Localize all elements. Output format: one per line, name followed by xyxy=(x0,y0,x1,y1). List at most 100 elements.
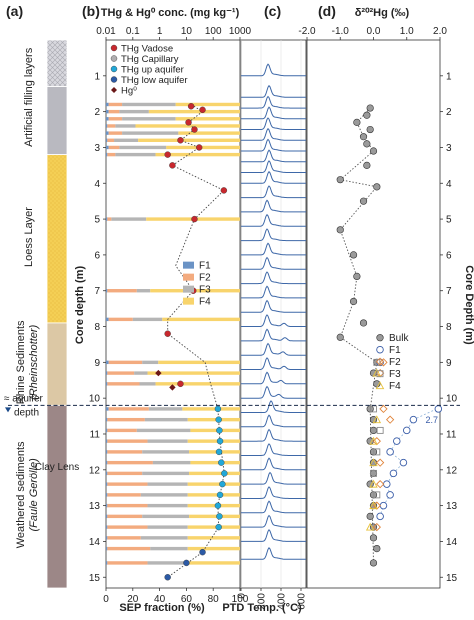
lithology-label-italic: (Faule Gerölle) xyxy=(28,458,40,532)
sep-bar-segment xyxy=(106,525,108,529)
iso-point xyxy=(386,491,394,499)
ptd-curve xyxy=(241,127,306,141)
iso-point xyxy=(353,118,361,126)
conc-point xyxy=(199,106,206,114)
depth-tick-label-right: 6 xyxy=(446,250,452,261)
sep-bar-segment xyxy=(106,536,108,540)
sep-bar-segment xyxy=(107,546,151,551)
sep-tick-label: 0 xyxy=(103,594,109,605)
iso-point xyxy=(359,319,368,327)
conc-point xyxy=(216,513,223,520)
lithology-column: Artificial filling layers Loess Layer Rhin… xyxy=(15,39,79,589)
sep-bar-segment xyxy=(106,482,108,486)
conc-point xyxy=(195,144,203,151)
sep-bar-segment xyxy=(162,317,240,322)
sep-tick-label: 60 xyxy=(181,594,193,605)
iso-point xyxy=(336,333,344,341)
iso-tick-label: 0.0 xyxy=(367,26,381,37)
sep-bar-segment xyxy=(190,428,240,433)
sep-legend-label: F1 xyxy=(199,261,211,272)
sep-bar-segment xyxy=(148,109,240,114)
conc-point xyxy=(183,559,190,567)
sep-tick-label: 40 xyxy=(154,594,166,605)
lithology-layer xyxy=(46,39,68,87)
ptd-tick-label: 0 xyxy=(237,593,248,599)
iso-legend-marker xyxy=(375,357,385,366)
depth-tick-label: 14 xyxy=(89,537,101,548)
conc-point xyxy=(218,459,225,466)
iso-legend-label: F4 xyxy=(389,381,401,392)
sep-bar-segment xyxy=(115,124,136,128)
iso-legend-marker xyxy=(376,345,384,354)
iso-point xyxy=(353,272,361,280)
depth-tick-label-right: 15 xyxy=(446,573,458,584)
iso-point xyxy=(349,251,358,259)
sep-bar-segment xyxy=(142,514,190,519)
sep-bar-segment xyxy=(182,407,240,411)
depth-tick-label-right: 14 xyxy=(446,537,458,548)
sep-bar-segment xyxy=(111,217,147,221)
depth-tick-label-right: 8 xyxy=(446,322,452,333)
ptd-curve xyxy=(241,95,306,109)
sep-legend-swatch xyxy=(183,285,194,293)
sep-bar-segment xyxy=(106,460,108,465)
panel-label-c: (c) xyxy=(264,3,281,19)
depth-tick-label: 15 xyxy=(89,573,101,584)
sep-bar-segment xyxy=(134,371,148,375)
lithology-layer xyxy=(46,322,68,406)
legend-label: THg Capillary xyxy=(121,54,179,65)
sep-bar-segment xyxy=(107,138,115,142)
ptd-curve xyxy=(241,443,306,456)
depth-tick-label-right: 10 xyxy=(446,394,458,405)
iso-point xyxy=(366,125,374,134)
depth-tick-label: 11 xyxy=(90,429,101,440)
sep-bar-segment xyxy=(147,439,188,443)
sep-bar-segment xyxy=(135,124,240,128)
iso-point xyxy=(369,426,378,435)
sep-tick-label: 20 xyxy=(127,594,139,605)
sep-bar-segment xyxy=(138,138,240,142)
iso-point xyxy=(389,469,398,478)
sep-bar-segment xyxy=(147,561,188,565)
sep-bar-segment xyxy=(107,460,153,465)
legend-label: THg low aquifer xyxy=(121,75,188,86)
legend-marker xyxy=(110,76,118,83)
sep-bar-segment xyxy=(147,525,188,529)
depth-tick-label-right: 7 xyxy=(446,286,452,297)
sep-bar-segment xyxy=(106,317,109,322)
iso-tick-label: -1.0 xyxy=(332,26,350,37)
ptd-tick-label: 400 xyxy=(277,593,288,610)
iso-point xyxy=(393,437,401,445)
ptd-curve xyxy=(241,185,306,199)
sep-bar-segment xyxy=(107,152,116,157)
ptd-curve xyxy=(241,63,306,77)
legend-marker xyxy=(110,44,118,52)
conc-point xyxy=(177,137,184,144)
sep-bar-segment xyxy=(106,546,108,551)
depth-tick-label: 3 xyxy=(94,143,100,154)
conc-point xyxy=(169,162,176,169)
iso-point xyxy=(372,415,382,424)
depth-tick-label: 5 xyxy=(94,215,100,226)
sep-legend-label: F4 xyxy=(199,297,211,308)
ptd-curve xyxy=(241,328,306,342)
sep-bar-segment xyxy=(142,450,190,454)
sep-bar-segment xyxy=(106,289,108,293)
conc-point xyxy=(164,151,171,158)
iso-axis-title: δ²⁰²Hg (‰) xyxy=(355,7,410,19)
sep-bar-segment xyxy=(122,117,176,121)
sep-bar-segment xyxy=(136,428,191,433)
ptd-curve xyxy=(241,160,306,173)
lithology-layer xyxy=(46,154,68,324)
depth-left-title: Core depth (m) xyxy=(74,266,86,345)
sep-bar-segment xyxy=(106,138,108,142)
depth-tick-label-right: 3 xyxy=(446,143,452,154)
conc-point xyxy=(215,448,223,456)
iso-point xyxy=(366,512,374,520)
iso-point xyxy=(376,512,384,521)
sep-bar-segment xyxy=(108,407,149,411)
sep-bar-segment xyxy=(108,145,120,150)
sep-bar-segment xyxy=(107,514,143,519)
depth-tick-label: 13 xyxy=(89,501,101,512)
ptd-curve xyxy=(241,199,306,213)
